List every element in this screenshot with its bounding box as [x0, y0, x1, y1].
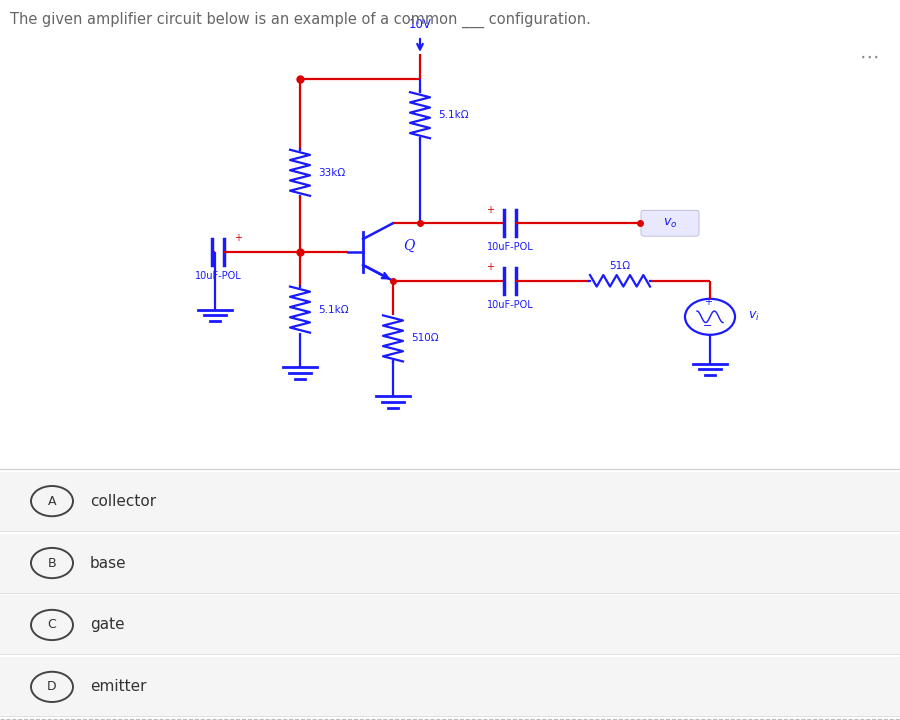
Text: A: A	[48, 495, 56, 508]
Text: 5.1kΩ: 5.1kΩ	[318, 305, 348, 315]
Text: Q: Q	[403, 239, 414, 253]
Text: base: base	[90, 556, 127, 570]
Text: The given amplifier circuit below is an example of a common ___ configuration.: The given amplifier circuit below is an …	[10, 12, 591, 28]
Text: ⋯: ⋯	[860, 48, 879, 67]
Text: +: +	[486, 204, 494, 215]
Text: +: +	[486, 262, 494, 272]
Text: C: C	[48, 618, 57, 631]
Text: emitter: emitter	[90, 680, 147, 694]
Text: collector: collector	[90, 494, 156, 508]
Text: 510Ω: 510Ω	[411, 333, 438, 343]
Text: +: +	[704, 297, 712, 307]
FancyBboxPatch shape	[0, 472, 900, 531]
Text: 33kΩ: 33kΩ	[318, 168, 346, 178]
Text: D: D	[47, 680, 57, 693]
FancyBboxPatch shape	[0, 534, 900, 593]
Text: 10uF-POL: 10uF-POL	[487, 242, 534, 252]
Text: $v_o$: $v_o$	[662, 217, 677, 230]
Text: gate: gate	[90, 618, 124, 632]
FancyBboxPatch shape	[0, 595, 900, 654]
Text: +: +	[234, 233, 242, 243]
Text: $v_i$: $v_i$	[748, 310, 760, 323]
Text: 51Ω: 51Ω	[609, 261, 631, 271]
Text: 10uF-POL: 10uF-POL	[194, 271, 241, 281]
Text: 5.1kΩ: 5.1kΩ	[438, 110, 469, 120]
FancyBboxPatch shape	[0, 657, 900, 716]
Text: −: −	[703, 321, 713, 331]
Text: B: B	[48, 557, 57, 570]
Text: 10uF-POL: 10uF-POL	[487, 300, 534, 310]
Text: 10V: 10V	[409, 18, 431, 31]
FancyBboxPatch shape	[641, 210, 699, 236]
